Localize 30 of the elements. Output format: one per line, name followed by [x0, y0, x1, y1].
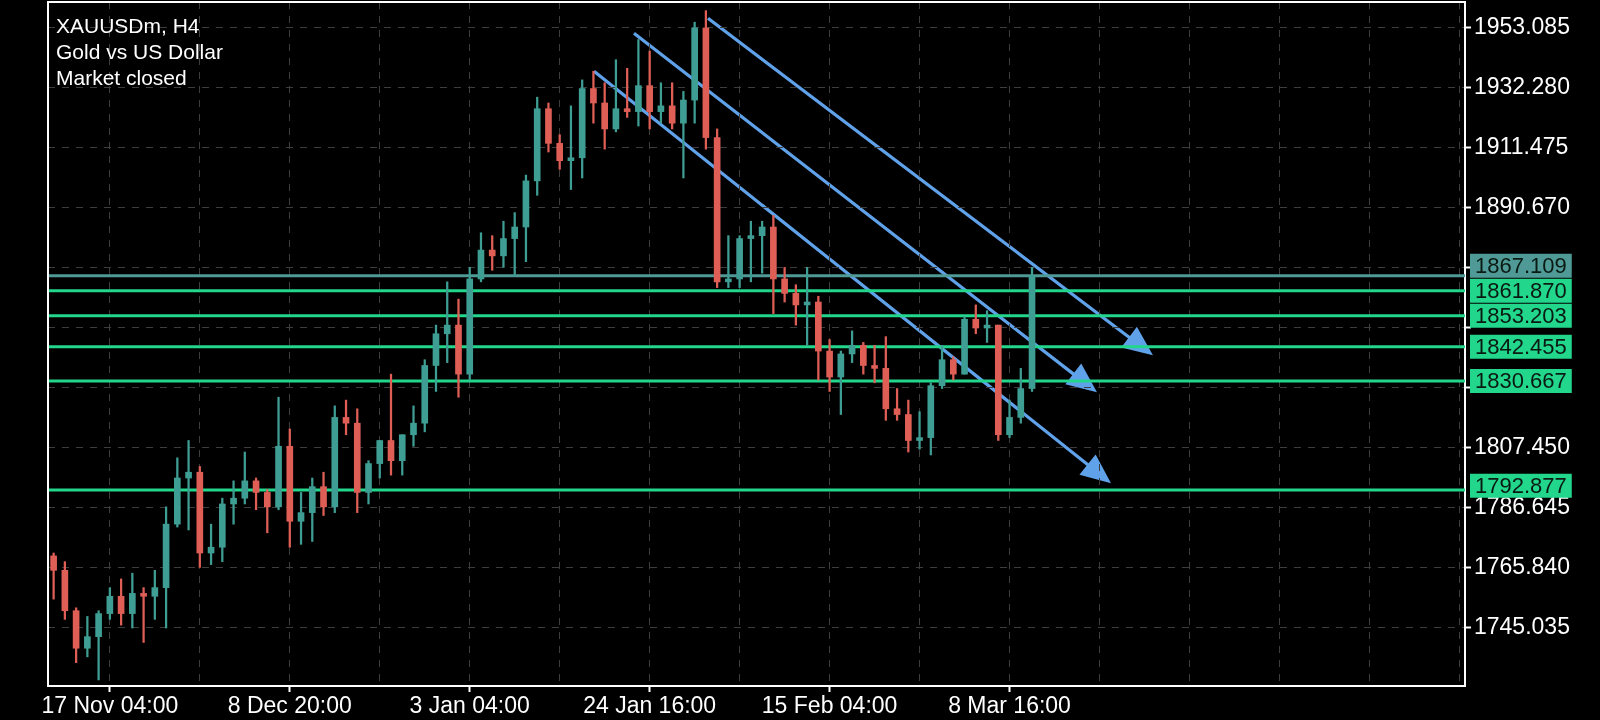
candlestick	[590, 70, 597, 124]
candlestick	[410, 405, 417, 447]
ref-line-label: 1853.203	[1475, 302, 1567, 328]
candlestick	[916, 411, 923, 450]
annotation: Market closed	[56, 65, 188, 91]
y-tick-label: 1932.280	[1474, 73, 1570, 100]
candlestick	[140, 587, 147, 643]
text: XAUUSDm, H4	[56, 13, 201, 39]
y-tick-label: 1890.670	[1474, 193, 1570, 220]
x-tick-label: 24 Jan 16:00	[583, 692, 717, 719]
ref-line-label: 1867.109	[1475, 252, 1567, 278]
y-tick-label: 1745.035	[1474, 613, 1570, 640]
x-tick-label: 8 Mar 16:00	[948, 692, 1071, 719]
y-tick-label: 1765.840	[1474, 553, 1570, 580]
candlestick	[230, 480, 237, 525]
candlestick	[635, 39, 642, 127]
candlestick	[185, 440, 192, 531]
x-tick-label: 17 Nov 04:00	[41, 692, 179, 719]
ref-line-label: 1861.870	[1475, 277, 1567, 303]
text: Gold vs US Dollar	[56, 39, 223, 65]
x-tick-label: 15 Feb 04:00	[761, 692, 898, 719]
y-tick-label: 1807.450	[1474, 433, 1570, 460]
y-tick-label: 1911.475	[1474, 133, 1569, 160]
y-tick-label: 1953.085	[1474, 13, 1570, 40]
candlestick	[680, 91, 687, 179]
candlestick	[871, 344, 878, 384]
x-tick-label: 8 Dec 20:00	[227, 692, 352, 719]
x-tick-label: 3 Jan 04:00	[409, 692, 530, 719]
ref-line-label: 1842.455	[1475, 333, 1567, 359]
ref-line-label: 1830.667	[1475, 367, 1567, 393]
